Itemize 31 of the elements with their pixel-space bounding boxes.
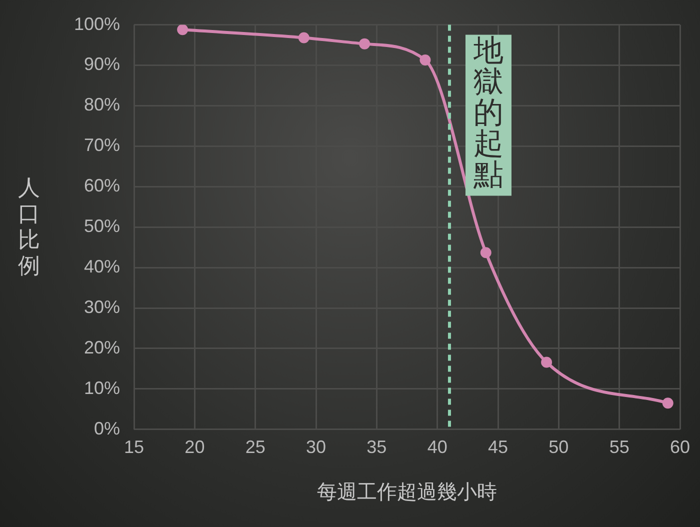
x-tick-label: 25 bbox=[245, 437, 266, 458]
y-tick-label: 80% bbox=[84, 94, 120, 115]
point bbox=[298, 32, 310, 44]
point bbox=[177, 24, 188, 36]
y-tick-label: 10% bbox=[84, 378, 120, 398]
point bbox=[420, 54, 431, 66]
y-tick-label: 0% bbox=[94, 418, 120, 438]
x-tick-label: 55 bbox=[609, 437, 630, 458]
x-tick-label: 60 bbox=[670, 437, 690, 458]
x-tick-label: 50 bbox=[548, 437, 569, 458]
x-tick-label: 35 bbox=[366, 437, 387, 458]
x-tick-label: 15 bbox=[124, 437, 144, 458]
y-tick-label: 40% bbox=[84, 256, 120, 277]
y-tick-label: 70% bbox=[84, 135, 120, 156]
y-tick-label: 20% bbox=[84, 337, 120, 358]
x-tick-label: 45 bbox=[488, 437, 508, 458]
point bbox=[480, 247, 492, 258]
y-tick-label: 100% bbox=[74, 14, 120, 34]
y-axis-title: 人口比例 bbox=[18, 176, 41, 280]
ref-line-label: 地獄的起點 bbox=[472, 34, 504, 193]
y-tick-label: 30% bbox=[84, 296, 120, 317]
x-tick-label: 40 bbox=[427, 437, 448, 458]
y-tick-label: 60% bbox=[84, 176, 120, 196]
point bbox=[662, 398, 674, 409]
y-tick-label: 50% bbox=[84, 216, 120, 236]
x-tick-label: 30 bbox=[306, 437, 326, 458]
x-axis-title: 每週工作超過幾小時 bbox=[317, 482, 498, 504]
x-tick-label: 20 bbox=[184, 437, 205, 458]
point bbox=[541, 356, 552, 368]
y-tick-label: 90% bbox=[84, 54, 120, 74]
point bbox=[359, 38, 370, 50]
